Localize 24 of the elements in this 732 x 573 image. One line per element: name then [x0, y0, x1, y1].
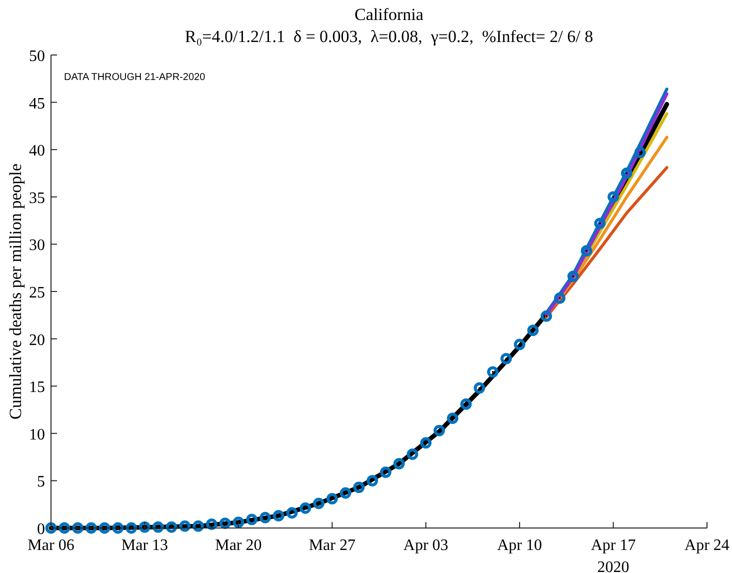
y-tick-label: 15	[29, 379, 45, 396]
chart-title: California	[354, 5, 424, 24]
y-tick-label: 35	[29, 190, 45, 207]
x-tick-label: Apr 24	[684, 537, 730, 554]
y-tick-label: 40	[29, 142, 45, 160]
x-tick-label: Mar 27	[308, 537, 356, 554]
x-tick-label: Apr 17	[590, 537, 636, 554]
y-tick-label: 30	[29, 237, 45, 254]
y-tick-label: 0	[37, 521, 45, 538]
x-tick-label: Mar 20	[215, 537, 262, 554]
x-tick-label: Mar 06	[28, 537, 74, 554]
text: 2020	[597, 559, 630, 573]
x-tick-label: Apr 03	[403, 537, 448, 554]
x-tick-label: Mar 13	[121, 537, 168, 554]
y-tick-label: 10	[29, 426, 45, 444]
y-tick-label: 20	[29, 332, 45, 349]
y-axis-title: Cumulative deaths per million people	[6, 164, 25, 420]
y-tick-label: 5	[37, 474, 45, 491]
chart-subtitle: R₀=4.0/1.2/1.1 δ = 0.003, λ=0.08, γ=0.2, %Infect= 2/ 6/ 8	[184, 27, 594, 46]
y-tick-label: 50	[29, 48, 45, 65]
annotation: DATA THROUGH 21-APR-2020	[64, 72, 206, 83]
y-tick-label: 45	[29, 95, 45, 112]
y-tick-label: 25	[29, 284, 45, 302]
x-tick-label: Apr 10	[497, 537, 542, 554]
